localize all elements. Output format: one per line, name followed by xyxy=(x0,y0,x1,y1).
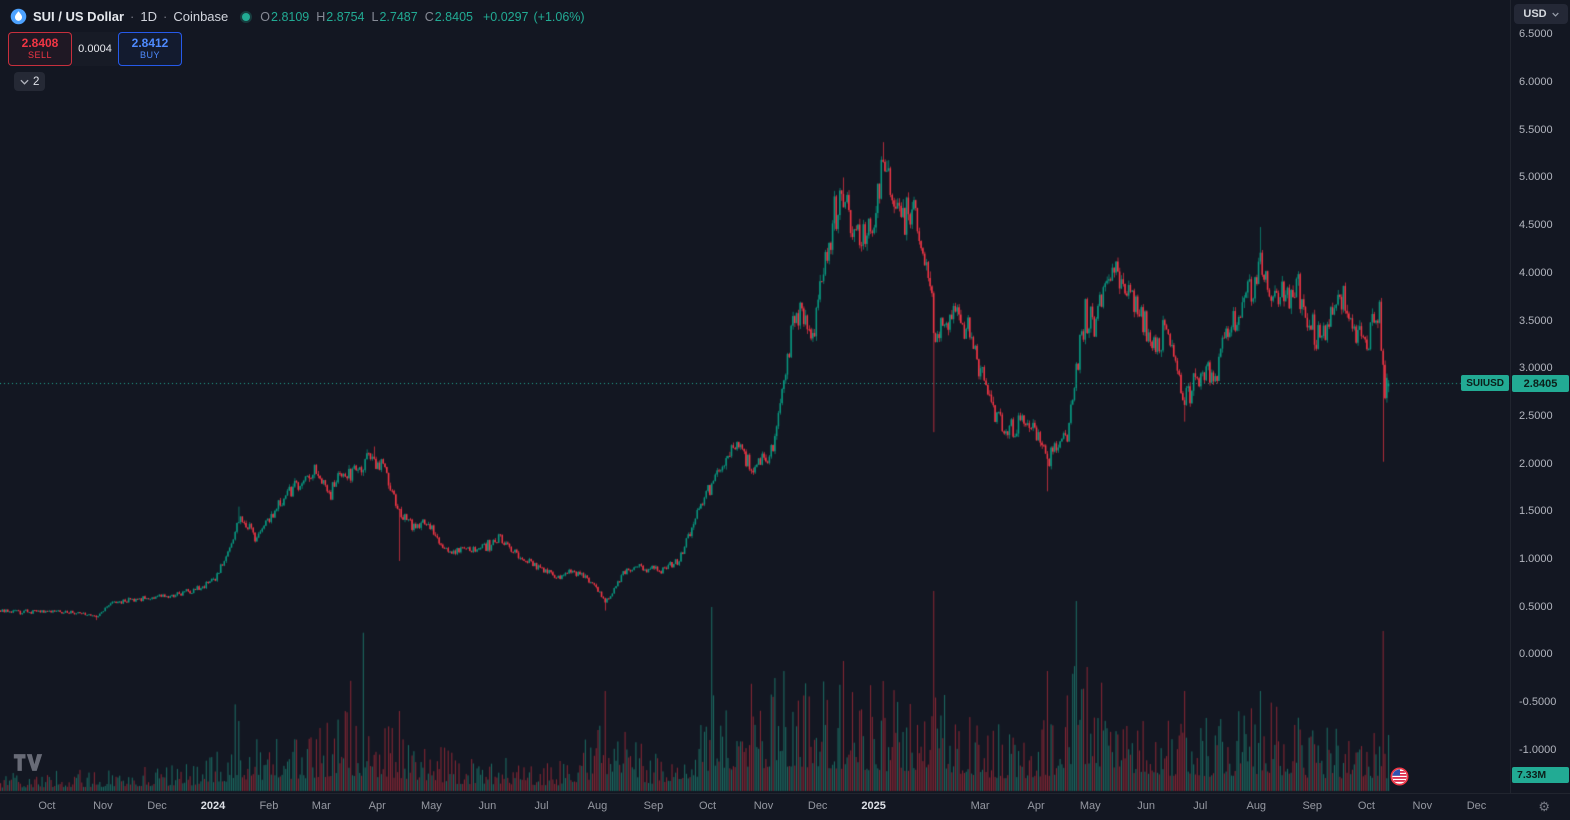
price-tick-label: 4.5000 xyxy=(1519,219,1553,232)
ohlc-low-value: 2.7487 xyxy=(379,9,418,24)
buy-sell-panel: 2.8408 SELL 0.0004 2.8412 BUY xyxy=(8,32,182,66)
chart-legend: SUI / US Dollar · 1D · Coinbase O2.8109 … xyxy=(10,8,585,25)
symbol-price-tag-text: SUIUSD xyxy=(1466,377,1504,389)
buy-button[interactable]: 2.8412 BUY xyxy=(118,32,182,66)
exchange-label[interactable]: Coinbase xyxy=(173,9,229,24)
price-tick-label: -1.0000 xyxy=(1519,743,1557,756)
spread-value: 0.0004 xyxy=(72,32,118,66)
price-tick-label: 3.0000 xyxy=(1519,362,1553,375)
sell-price: 2.8408 xyxy=(21,35,59,50)
sell-label: SELL xyxy=(27,50,53,61)
flag-marker-icon[interactable] xyxy=(1390,767,1409,791)
time-axis-label: Jun xyxy=(1137,800,1156,812)
time-axis-label: Mar xyxy=(311,800,331,812)
price-chart-canvas[interactable] xyxy=(0,0,1510,793)
chevron-down-icon xyxy=(1551,12,1559,17)
symbol-price-tag: SUIUSD xyxy=(1461,375,1509,392)
gear-icon[interactable]: ⚙ xyxy=(1538,799,1550,814)
time-axis-label: Nov xyxy=(753,800,774,812)
time-axis-label: Sep xyxy=(643,800,664,812)
market-status-icon xyxy=(242,12,251,21)
time-axis-label: Aug xyxy=(587,800,608,812)
time-axis-label: Jun xyxy=(478,800,497,812)
time-axis-label: Oct xyxy=(1357,800,1375,812)
separator: · xyxy=(163,9,168,24)
ohlc-open-value: 2.8109 xyxy=(271,9,310,24)
last-price-value: 2.8405 xyxy=(1523,377,1558,390)
indicator-count: 2 xyxy=(33,75,40,88)
time-axis-label: Mar xyxy=(970,800,990,812)
time-axis-label: Oct xyxy=(698,800,717,812)
volume-value-tag: 7.33M xyxy=(1512,767,1569,783)
price-tick-label: 6.5000 xyxy=(1519,28,1553,41)
interval-label[interactable]: 1D xyxy=(140,9,157,24)
price-change: +0.0297 (+1.06%) xyxy=(483,10,585,24)
last-price-tag: 2.8405 xyxy=(1512,375,1569,393)
chart-plot-area[interactable]: SUI / US Dollar · 1D · Coinbase O2.8109 … xyxy=(0,0,1510,793)
time-axis-label: Apr xyxy=(368,800,386,812)
time-axis-label: Nov xyxy=(1412,800,1433,812)
time-axis-label: 2024 xyxy=(200,800,226,812)
price-tick-label: -0.5000 xyxy=(1519,696,1557,709)
ohlc-low-label: L xyxy=(371,9,379,24)
time-axis-label: May xyxy=(1079,800,1101,812)
price-tick-label: 0.0000 xyxy=(1519,648,1553,661)
chevron-down-icon xyxy=(20,79,29,85)
time-axis-label: Jul xyxy=(1193,800,1208,812)
change-percent: (+1.06%) xyxy=(533,9,585,24)
time-axis-label: Jul xyxy=(534,800,549,812)
price-axis[interactable]: USD 2.8405 7.33M 6.5000 6.0000 5.5000 5.000… xyxy=(1510,0,1570,793)
symbol-title[interactable]: SUI / US Dollar xyxy=(33,9,125,24)
time-axis-label: Feb xyxy=(259,800,279,812)
change-absolute: +0.0297 xyxy=(482,9,529,24)
price-tick-label: 1.5000 xyxy=(1519,505,1553,518)
volume-value: 7.33M xyxy=(1517,769,1547,781)
price-tick-label: 5.5000 xyxy=(1519,123,1553,136)
price-tick-label: 0.5000 xyxy=(1519,600,1553,613)
price-tick-label: 5.0000 xyxy=(1519,171,1553,184)
ohlc-high-value: 2.8754 xyxy=(326,9,365,24)
sui-logo-icon xyxy=(10,8,27,25)
tradingview-logo[interactable] xyxy=(13,753,43,777)
legend-collapse-button[interactable]: 2 xyxy=(14,72,46,91)
ohlc-close-label: C xyxy=(424,9,434,24)
sell-button[interactable]: 2.8408 SELL xyxy=(8,32,72,66)
time-axis-label: Apr xyxy=(1027,800,1045,812)
price-tick-label: 2.5000 xyxy=(1519,409,1553,422)
ohlc-high-label: H xyxy=(316,9,326,24)
time-axis-label: Dec xyxy=(807,800,828,812)
ohlc-close-value: 2.8405 xyxy=(434,9,473,24)
time-axis-label: 2025 xyxy=(861,800,886,812)
time-axis-label: Sep xyxy=(1302,800,1323,812)
price-tick-label: 2.0000 xyxy=(1519,457,1553,470)
currency-label: USD xyxy=(1523,8,1547,20)
time-axis-label: Nov xyxy=(93,800,113,812)
symbol-title-row[interactable]: SUI / US Dollar · 1D · Coinbase O2.8109 … xyxy=(10,8,585,25)
ohlc-open-label: O xyxy=(260,9,271,24)
time-axis-label: May xyxy=(421,800,442,812)
buy-price: 2.8412 xyxy=(131,35,169,50)
price-tick-label: 1.0000 xyxy=(1519,553,1553,566)
time-axis-label: Dec xyxy=(1466,800,1487,812)
time-axis-label: Dec xyxy=(147,800,167,812)
time-axis-label: Oct xyxy=(38,800,56,812)
time-axis-label: Aug xyxy=(1246,800,1267,812)
price-tick-label: 3.5000 xyxy=(1519,314,1553,327)
buy-label: BUY xyxy=(139,50,160,61)
price-tick-label: 4.0000 xyxy=(1519,266,1553,279)
currency-toggle-button[interactable]: USD xyxy=(1514,4,1568,24)
price-tick-label: 6.0000 xyxy=(1519,76,1553,89)
time-axis[interactable]: ⚙ Oct Nov Dec 2024 Feb Mar Apr May Jun Jul Aug Sep O… xyxy=(0,793,1570,820)
ohlc-values: O2.8109 H2.8754 L2.7487 C2.8405 xyxy=(260,10,473,24)
separator: · xyxy=(130,9,135,24)
